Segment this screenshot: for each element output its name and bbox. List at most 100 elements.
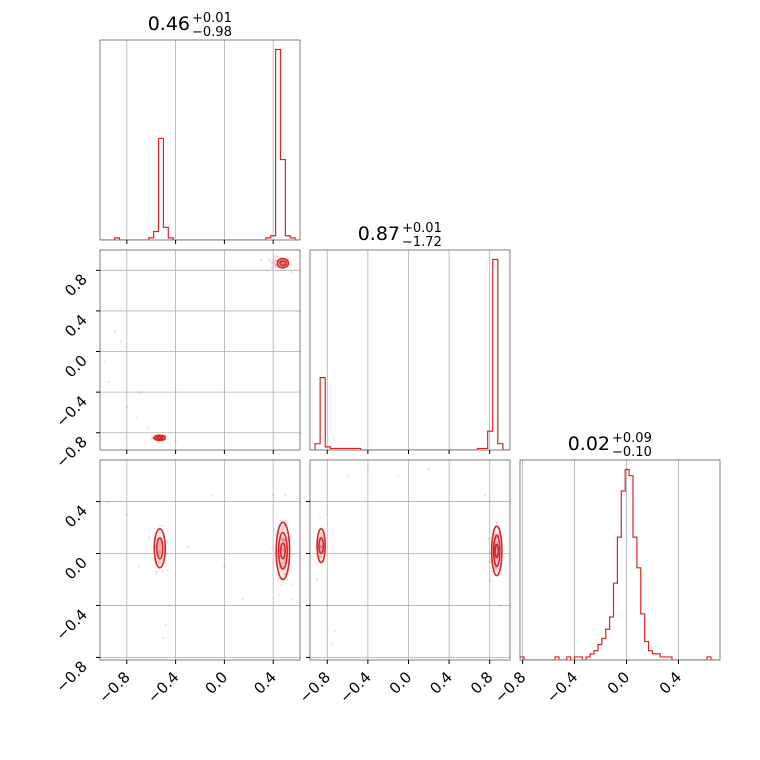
scatter-point xyxy=(319,534,323,538)
density-contour xyxy=(494,543,500,559)
scatter-point xyxy=(280,561,284,564)
scatter-point xyxy=(157,548,161,552)
scatter-point xyxy=(265,269,269,272)
scatter-point xyxy=(282,562,286,566)
scatter-point xyxy=(281,565,285,569)
scatter-point xyxy=(320,544,324,548)
scatter-point xyxy=(150,437,154,440)
panel-2-1 xyxy=(306,459,511,664)
y-tick-label: 0.4 xyxy=(61,502,91,532)
scatter-point xyxy=(277,593,281,597)
y-tick-label: −0.4 xyxy=(52,392,90,430)
scatter-point xyxy=(496,541,499,544)
scatter-point xyxy=(281,539,284,542)
scatter-point xyxy=(157,553,161,557)
scatter-point xyxy=(274,262,277,266)
scatter-point xyxy=(158,544,162,547)
scatter-point xyxy=(150,434,154,438)
density-contour xyxy=(492,534,501,568)
scatter-point xyxy=(271,493,275,497)
scatter-point xyxy=(319,555,323,559)
scatter-point xyxy=(273,262,277,266)
scatter-point xyxy=(397,474,400,477)
scatter-point xyxy=(158,524,161,528)
scatter-point xyxy=(274,259,278,263)
histogram-title-plus: +0.09 xyxy=(612,431,652,446)
scatter-point xyxy=(282,537,285,540)
scatter-point xyxy=(125,513,129,516)
scatter-point xyxy=(159,548,163,552)
scatter-point xyxy=(158,551,162,555)
scatter-point xyxy=(281,549,285,552)
scatter-point xyxy=(319,531,323,534)
scatter-point xyxy=(319,547,323,550)
scatter-point xyxy=(282,538,286,542)
panel-2-0 xyxy=(96,459,301,664)
scatter-point xyxy=(494,540,498,544)
scatter-point xyxy=(483,493,486,497)
y-tick-label: −0.8 xyxy=(52,433,90,471)
y-tick-label: 0.4 xyxy=(61,311,91,341)
scatter-point xyxy=(487,537,490,541)
scatter-point xyxy=(135,416,138,419)
panel-0-0: 0.46 +0.01−0.98 xyxy=(99,11,301,244)
scatter-point xyxy=(290,597,293,601)
scatter-point xyxy=(158,550,162,554)
panel-2-2: 0.02 +0.09−0.10 xyxy=(519,431,721,664)
scatter-point xyxy=(269,266,273,270)
density-contour xyxy=(318,537,325,555)
scatter-point xyxy=(137,390,141,394)
scatter-point xyxy=(319,544,323,548)
scatter-point xyxy=(315,578,319,581)
scatter-point xyxy=(159,562,163,565)
scatter-point xyxy=(157,553,161,557)
scatter-point xyxy=(157,552,161,555)
panel-1-1: 0.87 +0.01−1.72 xyxy=(309,221,511,454)
density-contour xyxy=(155,435,164,440)
scatter-point xyxy=(279,527,283,530)
x-tick-label: −0.4 xyxy=(144,668,182,706)
histogram-title-minus: −0.10 xyxy=(612,445,652,460)
histogram-title-median: 0.46 xyxy=(148,13,190,35)
scatter-point xyxy=(282,548,285,552)
x-tick-label: 0.4 xyxy=(250,668,280,698)
scatter-point xyxy=(319,553,322,557)
scatter-point xyxy=(271,258,275,262)
scatter-point xyxy=(157,561,161,565)
panel-frame xyxy=(99,249,301,451)
scatter-point xyxy=(488,500,491,503)
scatter-point xyxy=(103,360,107,363)
scatter-point xyxy=(147,536,151,539)
scatter-point xyxy=(158,542,161,545)
scatter-point xyxy=(280,583,283,587)
scatter-point xyxy=(282,549,285,552)
scatter-point xyxy=(282,262,285,265)
scatter-point xyxy=(281,562,285,565)
scatter-point xyxy=(119,340,123,343)
scatter-point xyxy=(275,256,279,259)
scatter-point xyxy=(125,406,129,409)
scatter-point xyxy=(495,568,498,572)
scatter-point xyxy=(159,547,163,551)
scatter-point xyxy=(282,519,286,522)
scatter-point xyxy=(157,559,161,563)
scatter-point xyxy=(158,550,162,553)
scatter-point xyxy=(284,493,287,497)
scatter-point xyxy=(160,524,164,527)
density-contour xyxy=(279,542,286,560)
panel-1-0 xyxy=(96,249,301,454)
scatter-point xyxy=(158,546,161,550)
histogram-title-minus: −1.72 xyxy=(402,235,442,250)
scatter-point xyxy=(319,544,323,548)
scatter-point xyxy=(318,555,322,559)
scatter-point xyxy=(210,493,214,497)
x-tick-label: 0.4 xyxy=(656,668,686,698)
scatter-point xyxy=(166,568,170,572)
scatter-point xyxy=(157,550,161,553)
scatter-point xyxy=(268,258,271,262)
y-tick-label: 0.0 xyxy=(61,554,91,584)
x-tick-label: −0.4 xyxy=(336,668,374,706)
scatter-point xyxy=(146,426,149,429)
scatter-point xyxy=(494,566,497,570)
